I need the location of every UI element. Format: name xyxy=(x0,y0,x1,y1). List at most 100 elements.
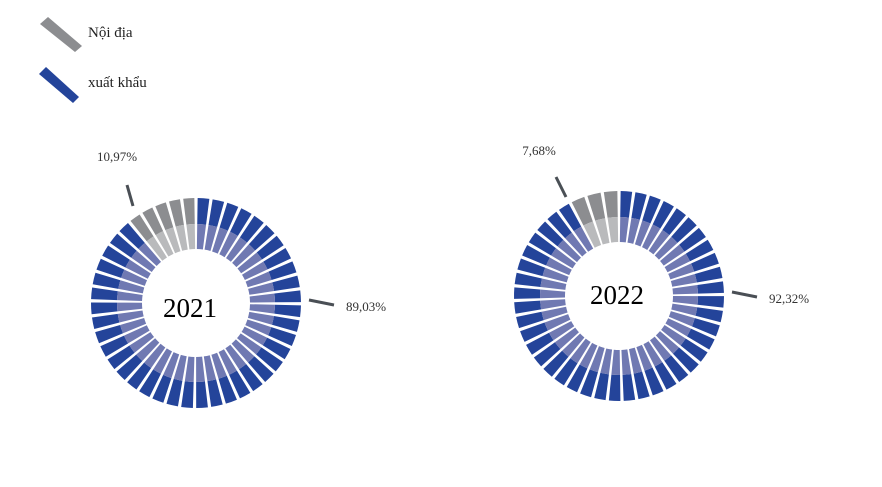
slice-segment-inner xyxy=(595,218,610,245)
slice-segment-outer xyxy=(513,287,541,299)
slice-segment-inner xyxy=(583,221,602,248)
slice-segment-inner xyxy=(136,338,160,361)
slice-segment-outer xyxy=(566,364,588,393)
slice-segment-inner xyxy=(661,325,686,346)
slice-segment-inner xyxy=(225,344,247,370)
slice-segment-inner xyxy=(668,263,695,280)
slice-segment-outer xyxy=(685,239,714,262)
slice-segment-outer xyxy=(196,381,208,408)
slice-segment-outer xyxy=(119,223,145,249)
slice-segment-inner xyxy=(660,244,685,266)
slice-segment-outer xyxy=(127,362,152,390)
slice-segment-inner xyxy=(573,226,594,252)
slice-segment-outer xyxy=(631,192,647,220)
slice-segment-outer xyxy=(152,374,172,403)
slice-segment-inner xyxy=(540,299,566,310)
slice-segment-outer xyxy=(691,252,719,272)
slice-segment-outer xyxy=(652,201,674,229)
slice-segment-outer xyxy=(169,199,184,227)
slice-segment-outer xyxy=(691,318,720,337)
slice-segment-inner xyxy=(196,224,207,250)
slice-segment-inner xyxy=(565,232,587,257)
slice-segment-inner xyxy=(621,349,632,375)
slice-segment-outer xyxy=(517,258,546,277)
slice-segment-outer xyxy=(622,374,636,401)
slice-segment-inner xyxy=(120,318,147,334)
slice-segment-inner xyxy=(237,333,262,355)
slice-segment-outer xyxy=(263,248,292,270)
slice-segment-inner xyxy=(634,220,651,247)
slice-segment-outer xyxy=(620,191,633,218)
slice-segment-inner xyxy=(562,333,585,357)
slice-segment-outer xyxy=(197,198,210,225)
slice-segment-inner xyxy=(589,346,605,373)
slice-segment-inner xyxy=(118,280,145,294)
slice-segment-inner xyxy=(245,319,272,336)
leader-line xyxy=(308,298,335,307)
slice-segment-inner xyxy=(672,296,698,305)
slice-segment-inner xyxy=(131,250,156,273)
slice-segment-inner xyxy=(654,236,678,260)
slice-segment-inner xyxy=(163,352,180,379)
slice-segment-inner xyxy=(249,304,275,314)
donut-chart-2022: 2022 7,68% 92,32% xyxy=(513,143,809,401)
slice-segment-outer xyxy=(130,214,154,242)
legend-label-domestic: Nội địa xyxy=(88,25,133,41)
slice-segment-outer xyxy=(662,208,686,236)
slice-segment-inner xyxy=(186,224,196,250)
chart-title: 2022 xyxy=(590,280,644,310)
slice-segment-inner xyxy=(627,217,640,244)
slice-segment-inner xyxy=(124,325,150,344)
slice-segment-outer xyxy=(522,245,550,266)
slice-segment-outer xyxy=(672,347,699,373)
slice-segment-inner xyxy=(649,336,672,361)
slice-segment-inner xyxy=(204,225,218,251)
slice-segment-outer xyxy=(686,328,715,350)
slice-segment-outer xyxy=(256,235,284,260)
slice-segment-inner xyxy=(121,269,148,286)
slice-segment-inner xyxy=(116,302,143,312)
leader-line xyxy=(554,176,568,198)
slice-segment-inner xyxy=(579,342,598,369)
slice-segment-inner xyxy=(241,326,268,346)
slice-segment-inner xyxy=(212,227,228,254)
slice-segment-outer xyxy=(102,245,130,268)
slice-segment-inner xyxy=(138,242,162,267)
slice-segment-outer xyxy=(633,371,650,400)
slice-segment-outer xyxy=(514,272,542,288)
slice-segment-outer xyxy=(272,275,300,292)
slice-segment-outer xyxy=(92,313,120,329)
slice-segment-outer xyxy=(642,195,661,224)
slice-segment-outer xyxy=(608,374,621,401)
data-label-export: 89,03% xyxy=(346,299,386,314)
slice-segment-outer xyxy=(680,338,708,362)
slice-segment-outer xyxy=(100,335,129,357)
slice-segment-outer xyxy=(537,221,564,247)
slice-segment-inner xyxy=(551,248,576,269)
slice-segment-inner xyxy=(165,227,181,254)
slice-segment-inner xyxy=(629,347,643,374)
slice-segment-inner xyxy=(549,321,575,341)
slice-segment-outer xyxy=(268,327,297,346)
slice-segment-inner xyxy=(541,306,568,321)
slice-segment-inner xyxy=(242,261,268,281)
slice-segment-inner xyxy=(544,314,571,331)
slice-segment-inner xyxy=(117,291,143,302)
slice-segment-inner xyxy=(540,278,567,290)
slice-segment-inner xyxy=(129,332,155,353)
slice-segment-inner xyxy=(600,348,613,375)
slice-segment-outer xyxy=(516,311,544,329)
slice-segment-outer xyxy=(107,345,135,370)
slice-segment-inner xyxy=(237,252,262,274)
slice-export xyxy=(513,191,724,401)
slice-segment-outer xyxy=(183,198,195,225)
slice-segment-outer xyxy=(166,378,183,407)
slice-segment-inner xyxy=(155,231,174,257)
slice-segment-inner xyxy=(196,356,205,382)
legend: Nội địa xuất khẩu xyxy=(39,17,147,103)
slice-segment-inner xyxy=(117,310,144,323)
slice-segment-outer xyxy=(603,191,618,218)
slice-segment-inner xyxy=(619,217,629,243)
leader-line xyxy=(125,184,135,207)
